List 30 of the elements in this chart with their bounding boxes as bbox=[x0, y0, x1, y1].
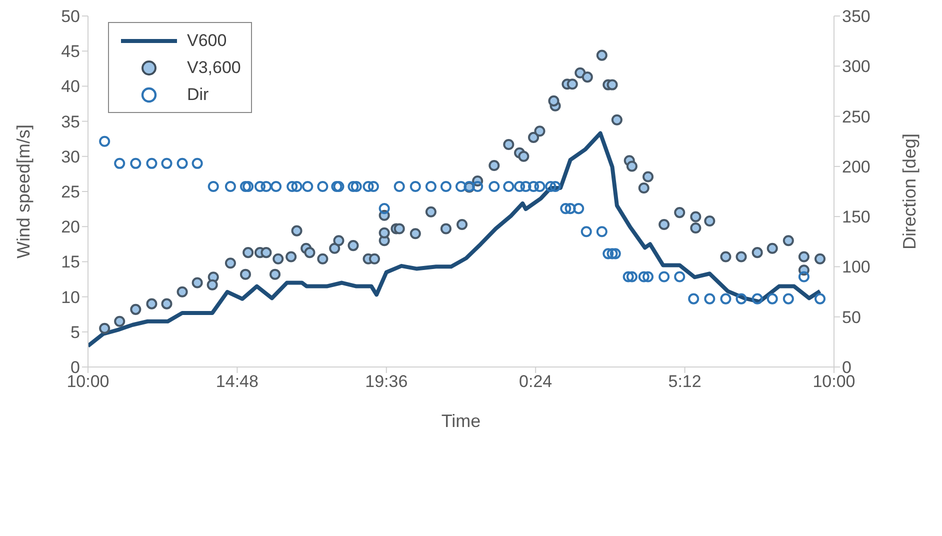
y2-tick-label: 250 bbox=[842, 107, 870, 126]
x-tick-label: 14:48 bbox=[216, 372, 258, 392]
x-tick-label: 5:12 bbox=[668, 372, 702, 392]
y-tick-label: 40 bbox=[61, 77, 80, 96]
y2-tick-label: 100 bbox=[842, 258, 870, 277]
legend-label: Dir bbox=[187, 84, 209, 104]
y2-axis-title: Direction [deg] bbox=[899, 133, 920, 250]
line-series bbox=[88, 131, 822, 348]
y2-tick-label: 200 bbox=[842, 157, 870, 176]
x-tick-label: 0:24 bbox=[519, 372, 552, 392]
y-tick-label: 5 bbox=[70, 322, 80, 342]
x-axis-title: Time bbox=[441, 411, 481, 431]
x-tick-label: 19:36 bbox=[365, 372, 408, 392]
y2-tick-label: 350 bbox=[842, 7, 870, 26]
y2-tick-label: 150 bbox=[842, 208, 870, 227]
y2-tick-label: 300 bbox=[842, 57, 870, 76]
y-tick-label: 15 bbox=[61, 252, 80, 272]
y-axis-title: Wind speed[m/s] bbox=[13, 124, 34, 259]
y-tick-label: 50 bbox=[61, 7, 80, 26]
y-tick-label: 10 bbox=[61, 288, 80, 307]
y-tick-label: 45 bbox=[61, 42, 80, 62]
legend-label: V600 bbox=[187, 30, 227, 50]
y-tick-label: 20 bbox=[61, 218, 80, 237]
y-tick-label: 30 bbox=[61, 147, 80, 166]
legend-label: V3,600 bbox=[187, 58, 241, 78]
x-tick-label: 10:00 bbox=[66, 372, 110, 392]
x-tick-label: 10:00 bbox=[812, 372, 856, 392]
y2-tick-label: 50 bbox=[842, 308, 861, 327]
y-tick-label: 35 bbox=[61, 112, 80, 132]
y-tick-label: 25 bbox=[61, 182, 80, 202]
